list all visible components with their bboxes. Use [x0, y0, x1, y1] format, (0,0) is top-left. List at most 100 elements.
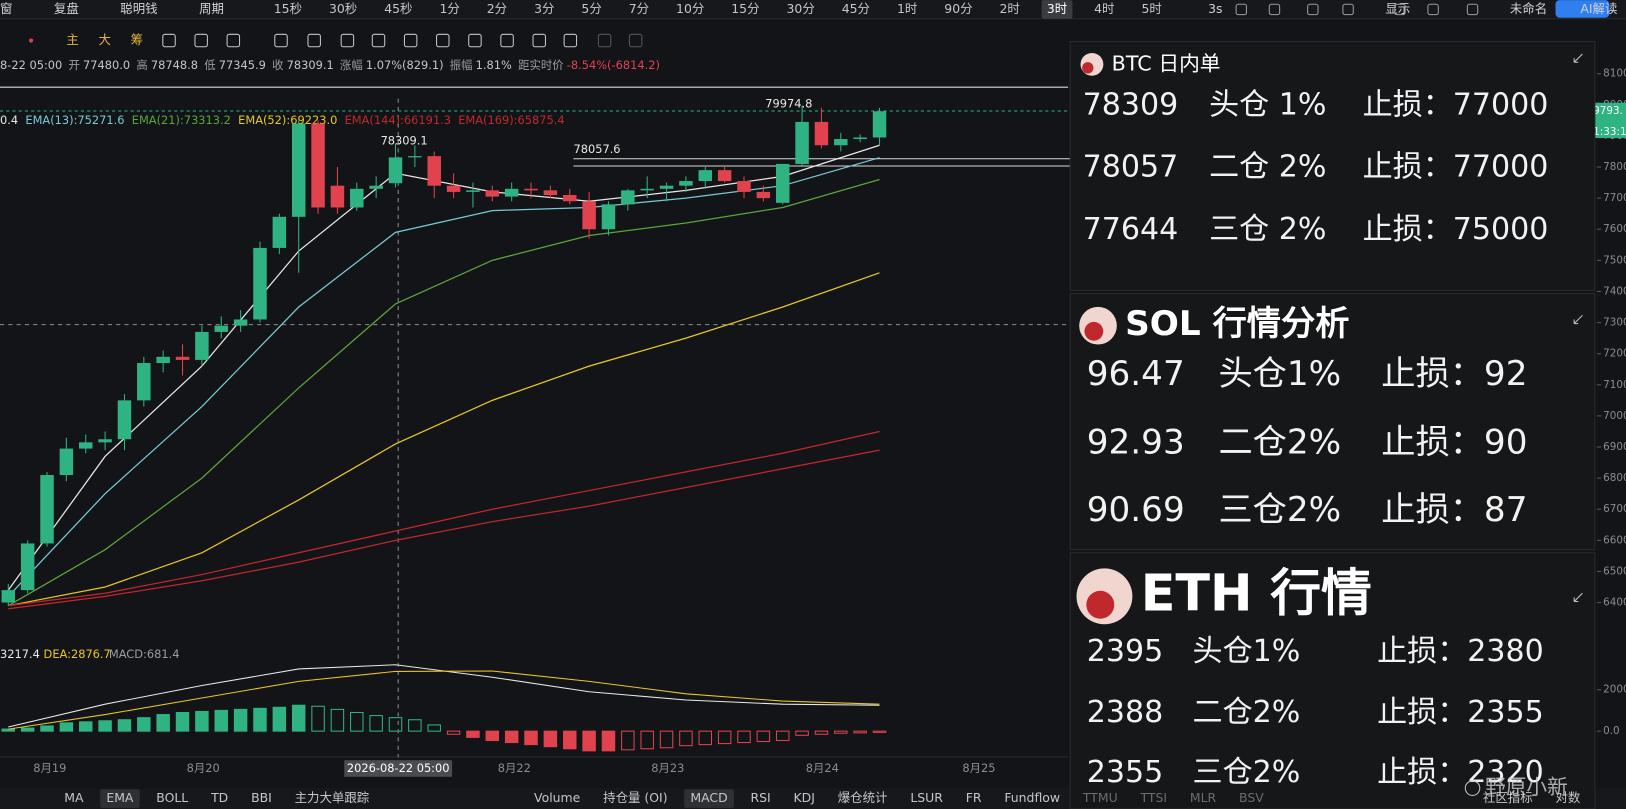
interval-tab[interactable]: 15秒 — [274, 1, 302, 16]
toolbar-icon[interactable] — [1268, 3, 1281, 16]
indicator-tab[interactable]: 社区指标 — [1483, 790, 1533, 805]
indicator-tab[interactable]: FR — [966, 790, 982, 805]
interval-tab[interactable]: 5时 — [1141, 1, 1161, 16]
interval-tab[interactable]: 3分 — [534, 1, 554, 16]
tool-icon[interactable] — [403, 33, 418, 48]
toolbar-item[interactable]: 聪明钱 — [120, 1, 157, 16]
toolbar-right-item[interactable]: 显示 — [1385, 1, 1410, 16]
macd-bar — [253, 707, 267, 732]
tool-button[interactable]: 主 — [66, 32, 78, 47]
tool-icon[interactable] — [226, 33, 241, 48]
panel-bg — [1069, 293, 1596, 551]
tool-icon[interactable] — [274, 33, 288, 48]
indicator-tab[interactable]: BOLL — [156, 790, 188, 805]
interval-tab[interactable]: 45分 — [842, 1, 870, 16]
interval-tab[interactable]: 10分 — [676, 1, 704, 16]
macd-bar — [137, 717, 151, 732]
toolbar-icon[interactable] — [1394, 3, 1406, 16]
tab-active-bg — [684, 789, 734, 808]
interval-tab[interactable]: 4时 — [1094, 1, 1114, 16]
macd-bar — [717, 730, 732, 745]
interval-tab[interactable]: 7分 — [629, 1, 649, 16]
tool-icon[interactable] — [563, 33, 578, 48]
indicator-tab[interactable]: RSI — [750, 790, 770, 805]
indicator-tab[interactable]: 持仓量 (OI) — [603, 790, 667, 805]
toolbar-right-item[interactable]: AI解读 — [1580, 1, 1617, 16]
macd-bar — [582, 730, 596, 752]
interval-tab[interactable]: 1时 — [897, 1, 917, 16]
interval-tab[interactable]: 30秒 — [329, 1, 357, 16]
indicator-tab[interactable]: KDJ — [794, 790, 815, 805]
interval-tab[interactable]: 1分 — [439, 1, 459, 16]
collapse-icon[interactable] — [1573, 314, 1583, 325]
toolbar-right-item[interactable]: 3s — [1208, 1, 1222, 16]
indicator-tab[interactable]: TD — [210, 790, 228, 805]
interval-tab[interactable]: 45秒 — [384, 1, 412, 16]
macd-bar — [466, 730, 480, 738]
indicator-tab[interactable]: LSUR — [910, 790, 943, 805]
macd-bar — [408, 719, 422, 732]
toolbar-item[interactable]: 周期 — [199, 1, 224, 16]
y-tick-label: 77000 — [1603, 192, 1626, 204]
panel-cell: 止损：2380 — [1377, 634, 1544, 669]
collapse-icon[interactable] — [1573, 592, 1583, 603]
panel-cell: 78057 — [1083, 150, 1179, 185]
tool-icon[interactable] — [468, 33, 482, 48]
interval-tab[interactable]: 30分 — [787, 1, 815, 16]
toolbar-right-item[interactable]: 未命名 — [1510, 1, 1547, 16]
y-tick-label: 70000 — [1603, 410, 1626, 422]
tool-icon[interactable] — [500, 33, 514, 48]
candle-body — [775, 163, 790, 203]
interval-tab[interactable]: 2分 — [487, 1, 507, 16]
tool-button[interactable]: 筹 — [131, 32, 143, 47]
tool-icon[interactable] — [162, 33, 176, 48]
avatar-detail — [1086, 590, 1115, 619]
toolbar-icon[interactable] — [1235, 3, 1247, 16]
toolbar-icon[interactable] — [1307, 3, 1319, 16]
indicator-tab[interactable]: 对数 — [1555, 790, 1580, 805]
candle-body — [311, 123, 325, 208]
indicator-tab[interactable]: BSV — [1239, 790, 1264, 805]
indicator-tab[interactable]: 爆仓统计 — [838, 790, 888, 805]
indicator-tab[interactable]: Fundflow — [1004, 790, 1060, 805]
tool-button[interactable]: 大 — [99, 32, 111, 47]
tool-icon[interactable] — [532, 33, 546, 48]
indicator-tab[interactable]: EMA — [106, 790, 134, 805]
panel-cell: 止损：92 — [1381, 354, 1527, 394]
indicator-tab[interactable]: MACD — [690, 790, 727, 805]
panel-cell: 二仓 2% — [1209, 150, 1326, 185]
indicator-tab[interactable]: Volume — [534, 790, 580, 805]
tool-icon[interactable] — [597, 33, 612, 48]
toolbar-item[interactable]: 窗 — [0, 1, 12, 16]
tool-icon[interactable] — [371, 33, 386, 48]
macd-dea-line — [8, 670, 880, 730]
macd-bar — [834, 730, 848, 734]
tool-icon[interactable] — [194, 33, 208, 48]
indicator-tab[interactable]: TTMU — [1082, 790, 1118, 805]
toolbar-item[interactable]: 复盘 — [54, 1, 79, 16]
interval-tab[interactable]: 15分 — [731, 1, 759, 16]
interval-tab[interactable]: 90分 — [944, 1, 972, 16]
indicator-tab[interactable]: BBI — [251, 790, 272, 805]
interval-tab[interactable]: 3时 — [1047, 1, 1067, 16]
collapse-icon[interactable] — [1573, 53, 1583, 63]
tool-icon[interactable] — [628, 33, 643, 48]
indicator-tab[interactable]: MA — [64, 790, 84, 805]
candle-body — [640, 188, 654, 191]
indicator-tab[interactable]: MLR — [1190, 790, 1217, 805]
toolbar-icon[interactable] — [1342, 3, 1354, 16]
tool-icon[interactable] — [307, 33, 321, 48]
toolbar-icon[interactable] — [1466, 3, 1479, 16]
indicator-tab[interactable]: 主力大单跟踪 — [295, 790, 370, 805]
toolbar-icon[interactable] — [1427, 3, 1439, 16]
panel-cell: 止损：77000 — [1363, 150, 1549, 185]
high-label: 79974.8 — [765, 96, 812, 110]
indicator-tab[interactable]: TTSI — [1140, 790, 1168, 805]
x-tick-label: 2026-08-22 05:00 — [347, 761, 450, 775]
interval-tab[interactable]: 5分 — [581, 1, 601, 16]
panel-cell: 二仓2% — [1218, 422, 1341, 462]
tool-icon[interactable] — [340, 33, 355, 48]
tool-icon[interactable] — [436, 33, 450, 48]
x-tick-label: 8月25 — [962, 761, 995, 775]
interval-tab[interactable]: 2时 — [1000, 1, 1020, 16]
